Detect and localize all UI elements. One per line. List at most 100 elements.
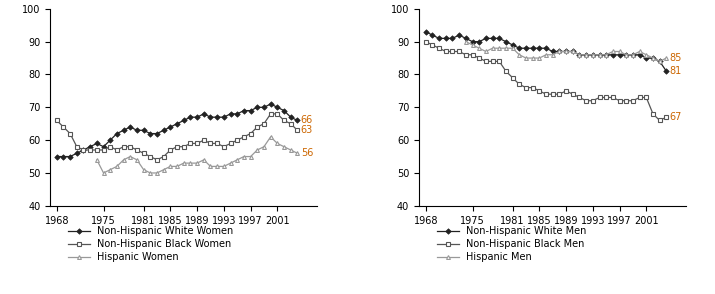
Non-Hispanic White Women (267, 102, 275, 106)
Non-Hispanic Black Women (146, 155, 154, 158)
Non-Hispanic Black Men (435, 46, 443, 50)
Non-Hispanic White Men (421, 30, 430, 34)
Hispanic Women (99, 171, 108, 175)
Hispanic Men (482, 50, 490, 53)
Non-Hispanic Black Men (602, 96, 611, 99)
Non-Hispanic Black Men (608, 96, 617, 99)
Hispanic Men (575, 53, 583, 56)
Non-Hispanic Black Women (226, 142, 235, 145)
Non-Hispanic Black Women (280, 119, 288, 122)
Non-Hispanic Black Men (628, 99, 637, 103)
Text: 56: 56 (301, 148, 313, 158)
Non-Hispanic Black Men (636, 96, 644, 99)
Hispanic Men (528, 56, 537, 60)
Hispanic Women (119, 158, 128, 162)
Hispanic Men (649, 56, 657, 60)
Non-Hispanic White Women (133, 128, 142, 132)
Non-Hispanic White Women (233, 112, 242, 116)
Hispanic Women (112, 165, 121, 168)
Non-Hispanic Black Men (428, 43, 437, 47)
Non-Hispanic White Men (495, 36, 503, 40)
Non-Hispanic White Men (455, 33, 463, 37)
Non-Hispanic Black Women (206, 142, 214, 145)
Non-Hispanic Black Women (112, 148, 121, 152)
Non-Hispanic Black Men (656, 119, 664, 122)
Hispanic Women (133, 158, 142, 162)
Non-Hispanic Black Men (582, 99, 591, 103)
Hispanic Women (126, 155, 134, 158)
Text: 81: 81 (670, 66, 682, 76)
Non-Hispanic White Men (588, 53, 597, 56)
Non-Hispanic White Women (166, 125, 174, 129)
Non-Hispanic White Men (656, 60, 664, 63)
Non-Hispanic White Women (246, 109, 255, 112)
Non-Hispanic Black Women (260, 122, 268, 126)
Legend: Non-Hispanic White Women, Non-Hispanic Black Women, Hispanic Women: Non-Hispanic White Women, Non-Hispanic B… (68, 226, 234, 262)
Non-Hispanic Black Men (568, 92, 577, 96)
Hispanic Men (468, 43, 477, 47)
Hispanic Women (206, 165, 214, 168)
Hispanic Men (622, 53, 631, 56)
Non-Hispanic Black Men (528, 86, 537, 89)
Non-Hispanic Black Men (495, 60, 503, 63)
Non-Hispanic Black Women (59, 125, 68, 129)
Non-Hispanic Black Men (616, 99, 624, 103)
Hispanic Women (213, 165, 222, 168)
Hispanic Men (461, 40, 470, 44)
Non-Hispanic White Women (52, 155, 61, 158)
Hispanic Women (240, 155, 248, 158)
Hispanic Men (662, 56, 671, 60)
Hispanic Women (106, 168, 114, 171)
Non-Hispanic Black Women (220, 145, 228, 148)
Non-Hispanic White Men (628, 53, 637, 56)
Non-Hispanic White Men (649, 56, 657, 60)
Hispanic Women (139, 168, 148, 171)
Hispanic Women (153, 171, 162, 175)
Non-Hispanic Black Men (482, 60, 490, 63)
Non-Hispanic Black Men (588, 99, 597, 103)
Non-Hispanic Black Women (287, 122, 295, 126)
Non-Hispanic Black Women (233, 138, 242, 142)
Non-Hispanic White Women (226, 112, 235, 116)
Non-Hispanic Black Women (166, 148, 174, 152)
Hispanic Men (488, 46, 497, 50)
Hispanic Women (220, 165, 228, 168)
Non-Hispanic White Women (273, 106, 282, 109)
Non-Hispanic White Men (522, 46, 531, 50)
Hispanic Men (582, 53, 591, 56)
Non-Hispanic White Women (79, 148, 88, 152)
Non-Hispanic White Men (582, 53, 591, 56)
Hispanic Men (602, 53, 611, 56)
Non-Hispanic Black Women (92, 148, 101, 152)
Hispanic Men (542, 53, 551, 56)
Non-Hispanic White Men (622, 53, 631, 56)
Line: Non-Hispanic Black Men: Non-Hispanic Black Men (424, 40, 669, 122)
Non-Hispanic Black Men (522, 86, 531, 89)
Hispanic Men (642, 53, 651, 56)
Non-Hispanic White Women (280, 109, 288, 112)
Non-Hispanic Black Men (441, 50, 450, 53)
Non-Hispanic Black Men (642, 96, 651, 99)
Non-Hispanic White Women (179, 119, 188, 122)
Non-Hispanic Black Men (515, 83, 523, 86)
Non-Hispanic White Women (213, 115, 222, 119)
Non-Hispanic Black Men (535, 89, 543, 93)
Hispanic Men (568, 50, 577, 53)
Non-Hispanic Black Women (246, 132, 255, 135)
Non-Hispanic Black Women (126, 145, 134, 148)
Non-Hispanic White Men (515, 46, 523, 50)
Non-Hispanic Black Women (159, 155, 168, 158)
Non-Hispanic Black Men (468, 53, 477, 56)
Legend: Non-Hispanic White Men, Non-Hispanic Black Men, Hispanic Men: Non-Hispanic White Men, Non-Hispanic Bla… (438, 226, 587, 262)
Hispanic Women (146, 171, 154, 175)
Non-Hispanic Black Women (293, 128, 302, 132)
Non-Hispanic White Women (220, 115, 228, 119)
Non-Hispanic Black Men (575, 96, 583, 99)
Hispanic Women (193, 161, 202, 165)
Hispanic Women (280, 145, 288, 148)
Non-Hispanic White Men (488, 36, 497, 40)
Hispanic Women (226, 161, 235, 165)
Non-Hispanic Black Women (99, 148, 108, 152)
Non-Hispanic White Men (468, 40, 477, 44)
Non-Hispanic White Women (146, 132, 154, 135)
